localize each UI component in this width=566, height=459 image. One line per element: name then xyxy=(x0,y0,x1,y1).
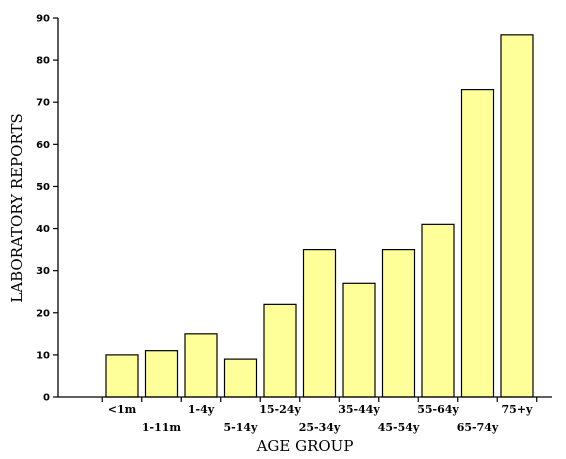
bar-1-4y xyxy=(184,333,218,398)
bar-55-64y xyxy=(421,223,455,398)
bars-group xyxy=(105,34,534,398)
y-axis-title: LABORATORY REPORTS xyxy=(8,113,26,302)
bar-5-14y xyxy=(223,358,258,398)
x-axis-title: AGE GROUP xyxy=(256,437,354,455)
y-ticks-group: 0 10 20 30 40 50 60 70 80 90 xyxy=(36,14,58,404)
y-tick-label: 10 xyxy=(36,350,50,361)
x-tick-label: 35-44y xyxy=(338,403,380,416)
y-tick-label: 60 xyxy=(36,140,50,151)
bar-15-24y xyxy=(263,303,297,398)
x-tick-label: <1m xyxy=(108,403,137,416)
x-tick-label: 5-14y xyxy=(224,421,259,434)
bar-75+y xyxy=(500,34,534,398)
x-tick-label: 65-74y xyxy=(457,421,499,434)
x-tick-label: 15-24y xyxy=(259,403,301,416)
bar-1-11m xyxy=(144,350,179,398)
bar-65-74y xyxy=(460,88,495,398)
x-tick-label: 75+y xyxy=(502,403,534,416)
y-tick-label: 30 xyxy=(36,266,50,277)
y-tick-label: 50 xyxy=(36,182,50,193)
bar-25-34y xyxy=(302,249,337,398)
bar-35-44y xyxy=(342,282,376,398)
y-tick-label: 90 xyxy=(36,14,50,25)
x-tick-label: 1-11m xyxy=(142,421,182,434)
y-tick-label: 40 xyxy=(36,224,50,235)
x-tick-label: 55-64y xyxy=(417,403,459,416)
x-tick-label: 1-4y xyxy=(188,403,215,416)
y-tick-label: 0 xyxy=(43,393,50,404)
y-tick-label: 20 xyxy=(36,308,50,319)
x-tick-label: 25-34y xyxy=(299,421,341,434)
bar-45-54y xyxy=(381,249,416,398)
bar-<1m xyxy=(105,354,139,398)
x-tick-label: 45-54y xyxy=(378,421,420,434)
y-tick-label: 80 xyxy=(36,56,50,67)
axes-group xyxy=(57,18,552,398)
y-tick-label: 70 xyxy=(36,98,50,109)
